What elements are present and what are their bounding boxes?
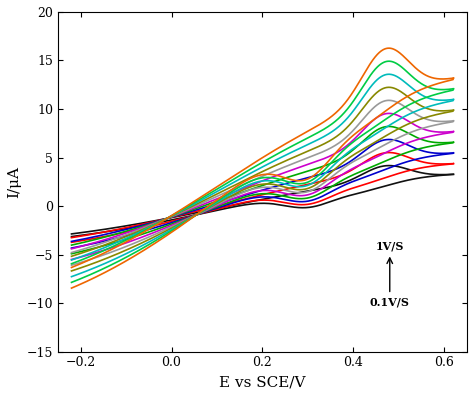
X-axis label: E vs SCE/V: E vs SCE/V — [219, 375, 306, 389]
Text: 1V/S: 1V/S — [375, 241, 404, 252]
Y-axis label: I/μA: I/μA — [7, 166, 21, 198]
Text: 0.1V/S: 0.1V/S — [370, 296, 410, 307]
